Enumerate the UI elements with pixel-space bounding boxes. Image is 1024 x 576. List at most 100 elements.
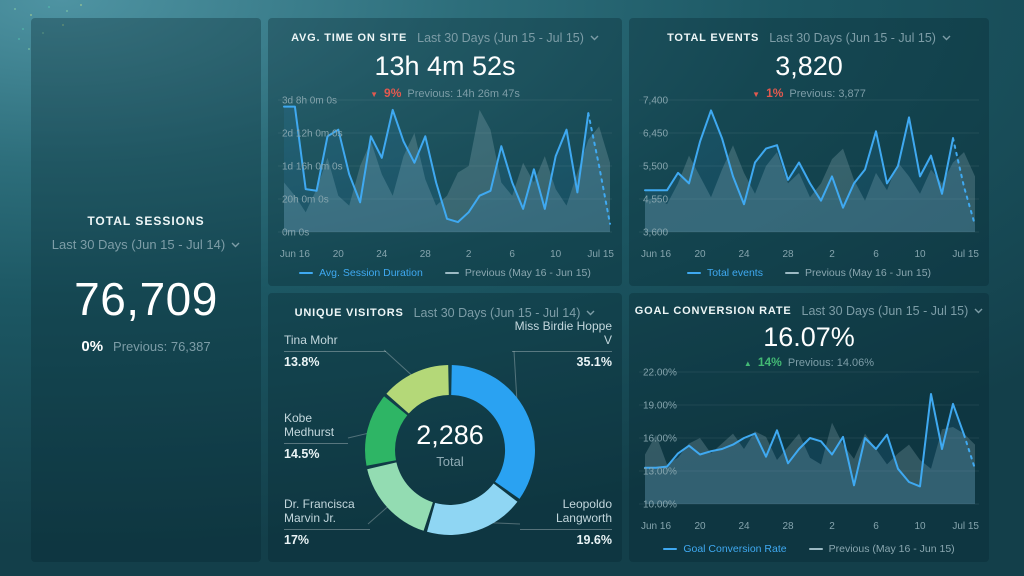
panel-title: TOTAL EVENTS	[667, 32, 760, 44]
donut-label-leopoldo: Leopoldo Langworth 19.6%	[520, 497, 612, 547]
delta-percent: 0%	[81, 338, 104, 355]
donut-label-kobe-medhurst: Kobe Medhurst 14.5%	[284, 411, 348, 461]
svg-text:20: 20	[694, 249, 706, 260]
delta-percent: 9%	[384, 86, 402, 100]
panel-total-sessions: TOTAL SESSIONS Last 30 Days (Jun 15 - Ju…	[31, 18, 261, 562]
svg-text:6: 6	[873, 249, 879, 260]
legend-item-main[interactable]: Avg. Session Duration	[299, 267, 423, 279]
donut-total-value: 2,286	[416, 420, 484, 450]
date-range-selector[interactable]: Last 30 Days (Jun 15 - Jul 15)	[417, 31, 599, 45]
date-range-selector[interactable]: Last 30 Days (Jun 15 - Jul 15)	[769, 31, 951, 45]
panel-total-events: 7,400 6,450 5,500 4,550 3,600 Jun 16 20 24 28 2 6 1…	[629, 18, 989, 286]
legend-item-main[interactable]: Total events	[686, 267, 763, 279]
svg-text:2: 2	[829, 521, 835, 532]
date-range-label: Last 30 Days (Jun 15 - Jul 14)	[413, 306, 581, 320]
svg-text:1d 16h 0m 0s: 1d 16h 0m 0s	[282, 162, 343, 173]
date-range-label: Last 30 Days (Jun 15 - Jul 15)	[801, 304, 969, 318]
svg-text:6: 6	[509, 249, 515, 260]
delta-down-arrow-icon: ▼	[752, 90, 761, 99]
svg-text:19.00%: 19.00%	[643, 401, 677, 412]
svg-text:Jun 16: Jun 16	[280, 249, 310, 260]
panel-title: UNIQUE VISITORS	[294, 307, 404, 319]
svg-text:10: 10	[914, 249, 926, 260]
panel-unique-visitors: UNIQUE VISITORS Last 30 Days (Jun 15 - J…	[268, 293, 622, 562]
svg-text:20: 20	[333, 249, 345, 260]
previous-value: Previous: 3,877	[789, 88, 866, 100]
svg-text:2: 2	[829, 249, 835, 260]
svg-text:Jul 15: Jul 15	[952, 521, 979, 532]
legend-item-previous[interactable]: Previous (May 16 - Jun 15)	[784, 267, 931, 279]
svg-text:3d 8h 0m 0s: 3d 8h 0m 0s	[282, 96, 337, 107]
svg-text:2: 2	[466, 249, 472, 260]
panel-title: AVG. TIME ON SITE	[291, 32, 408, 44]
decorative-dots	[14, 8, 16, 10]
date-range-selector[interactable]: Last 30 Days (Jun 15 - Jul 14)	[31, 237, 261, 252]
panel-title: GOAL CONVERSION RATE	[634, 305, 792, 317]
legend-swatch	[808, 548, 823, 550]
svg-text:24: 24	[738, 249, 750, 260]
svg-text:Jun 16: Jun 16	[641, 249, 671, 260]
previous-value: Previous: 14.06%	[787, 357, 875, 369]
legend-swatch	[444, 272, 459, 274]
svg-text:28: 28	[782, 249, 794, 260]
chevron-down-icon	[942, 35, 951, 41]
donut-label-dr-francisca: Dr. Francisca Marvin Jr. 17%	[284, 497, 370, 547]
metric-value: 13h 4m 52s	[374, 51, 516, 81]
donut-label-tina-mohr: Tina Mohr 13.8%	[284, 333, 386, 369]
legend-swatch	[784, 272, 799, 274]
svg-text:10.00%: 10.00%	[643, 500, 677, 511]
metric-value: 16.07%	[763, 322, 855, 352]
svg-text:22.00%: 22.00%	[643, 368, 677, 379]
chevron-down-icon	[590, 35, 599, 41]
svg-text:4,550: 4,550	[643, 195, 668, 206]
legend-item-main[interactable]: Goal Conversion Rate	[663, 543, 787, 555]
date-range-selector[interactable]: Last 30 Days (Jun 15 - Jul 15)	[802, 304, 984, 318]
svg-text:24: 24	[376, 249, 388, 260]
svg-text:6: 6	[873, 521, 879, 532]
svg-text:28: 28	[420, 249, 432, 260]
date-range-label: Last 30 Days (Jun 15 - Jul 15)	[417, 31, 584, 45]
chevron-down-icon	[974, 308, 983, 314]
svg-text:5,500: 5,500	[643, 162, 668, 173]
previous-value: Previous: 76,387	[113, 339, 211, 354]
svg-text:Jun 16: Jun 16	[641, 521, 671, 532]
svg-text:0m 0s: 0m 0s	[282, 228, 309, 239]
svg-text:20: 20	[694, 521, 706, 532]
svg-text:16.00%: 16.00%	[643, 434, 677, 445]
legend-item-previous[interactable]: Previous (May 16 - Jun 15)	[808, 543, 955, 555]
line-chart-goal-conversion: 22.00% 19.00% 16.00% 13.00% 10.00% Jun 16 20 24…	[639, 368, 979, 532]
svg-text:10: 10	[550, 249, 562, 260]
previous-value: Previous: 14h 26m 47s	[407, 88, 520, 100]
panel-goal-conversion-rate: 22.00% 19.00% 16.00% 13.00% 10.00% Jun 16 20 24…	[629, 293, 989, 562]
svg-text:20h 0m 0s: 20h 0m 0s	[282, 195, 329, 206]
delta-percent: 14%	[757, 355, 782, 369]
svg-text:24: 24	[738, 521, 750, 532]
donut-chart-unique-visitors	[347, 349, 535, 535]
donut-center: 2,286 Total	[380, 420, 520, 469]
legend-swatch	[299, 272, 314, 274]
legend-swatch	[663, 548, 678, 550]
svg-text:6,450: 6,450	[643, 129, 668, 140]
panel-avg-time-on-site: 3d 8h 0m 0s 2d 12h 0m 0s 1d 16h 0m 0s 20h 0…	[268, 18, 622, 286]
svg-text:Jul 15: Jul 15	[952, 249, 979, 260]
delta-percent: 1%	[766, 86, 784, 100]
legend-swatch	[686, 272, 701, 274]
svg-text:13.00%: 13.00%	[643, 467, 677, 478]
line-chart-avg-session-duration: 3d 8h 0m 0s 2d 12h 0m 0s 1d 16h 0m 0s 20h 0…	[278, 96, 614, 260]
metric-value: 3,820	[775, 51, 843, 81]
svg-text:3,600: 3,600	[643, 228, 668, 239]
svg-text:Jul 15: Jul 15	[587, 249, 614, 260]
donut-label-miss-birdie: Miss Birdie Hoppe V 35.1%	[512, 319, 612, 369]
metric-value: 76,709	[74, 273, 218, 325]
svg-text:7,400: 7,400	[643, 96, 668, 107]
chevron-down-icon	[586, 310, 595, 316]
legend-item-previous[interactable]: Previous (May 16 - Jun 15)	[444, 267, 591, 279]
page-title: TOTAL SESSIONS	[87, 214, 205, 228]
delta-down-arrow-icon: ▼	[370, 90, 379, 99]
line-chart-total-events: 7,400 6,450 5,500 4,550 3,600 Jun 16 20 24 28 2 6 1…	[639, 96, 979, 260]
donut-total-label: Total	[436, 454, 464, 469]
date-range-selector[interactable]: Last 30 Days (Jun 15 - Jul 14)	[414, 306, 596, 320]
svg-text:28: 28	[782, 521, 794, 532]
delta-up-arrow-icon: ▲	[743, 359, 752, 368]
svg-text:10: 10	[914, 521, 926, 532]
